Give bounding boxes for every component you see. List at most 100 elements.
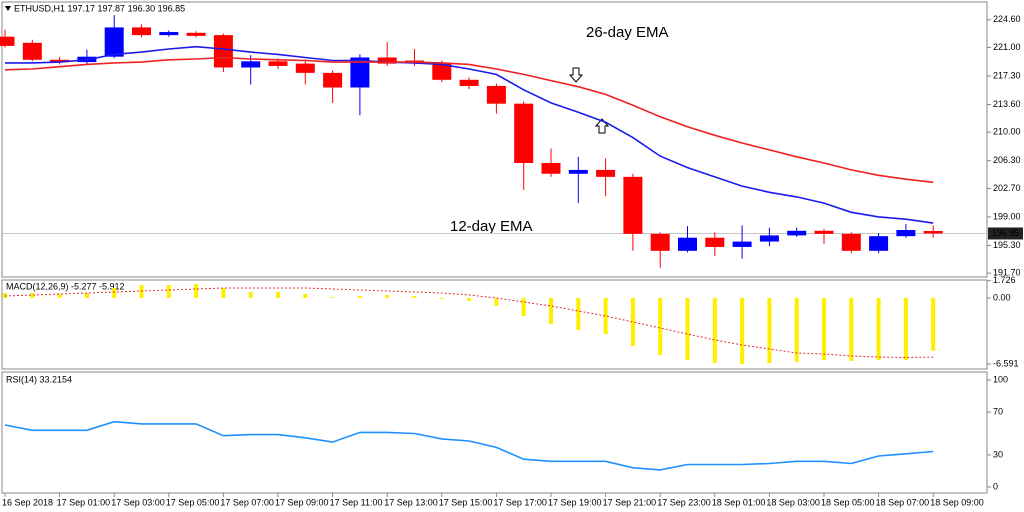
x-tick-label: 17 Sep 09:00 bbox=[275, 497, 329, 507]
candle-body bbox=[650, 233, 670, 251]
candle-body bbox=[295, 63, 315, 73]
y-tick-label: 70 bbox=[993, 406, 1003, 416]
x-tick-label: 17 Sep 21:00 bbox=[603, 497, 657, 507]
candle-body bbox=[814, 230, 834, 234]
macd-bar bbox=[276, 292, 280, 298]
candle-body bbox=[241, 61, 261, 68]
y-tick-label: 1.726 bbox=[993, 275, 1016, 285]
candle-body bbox=[596, 169, 616, 177]
candle-body bbox=[678, 237, 697, 251]
candle-body bbox=[459, 79, 479, 86]
candle-body bbox=[377, 57, 397, 64]
arrow-down bbox=[568, 67, 584, 83]
y-tick-label: 195.30 bbox=[993, 240, 1021, 250]
y-tick-label: 210.00 bbox=[993, 127, 1021, 137]
title-marker bbox=[5, 6, 11, 11]
macd-bar bbox=[439, 298, 444, 299]
macd-bar bbox=[822, 298, 826, 360]
x-tick-label: 18 Sep 05:00 bbox=[821, 497, 875, 507]
macd-bar bbox=[876, 298, 881, 360]
rsi-panel bbox=[1, 371, 988, 494]
y-tick-label: 202.70 bbox=[993, 183, 1021, 193]
macd-bar bbox=[576, 298, 581, 330]
macd-bar bbox=[794, 298, 799, 362]
macd-bar bbox=[685, 298, 690, 360]
x-tick-label: 17 Sep 23:00 bbox=[657, 497, 711, 507]
candle-body bbox=[186, 32, 206, 36]
macd-bar bbox=[549, 298, 553, 324]
signal-line bbox=[4, 287, 934, 359]
macd-bar bbox=[221, 288, 226, 298]
x-tick-label: 18 Sep 03:00 bbox=[766, 497, 820, 507]
annotation: 12-day EMA bbox=[450, 218, 533, 235]
candle-body bbox=[132, 27, 151, 36]
ema-line bbox=[5, 45, 934, 224]
x-tick-label: 17 Sep 15:00 bbox=[439, 497, 493, 507]
macd-bar bbox=[303, 294, 308, 298]
macd-bar bbox=[494, 298, 499, 306]
candle-body bbox=[350, 57, 370, 88]
candle-body bbox=[22, 42, 42, 60]
candle-body bbox=[159, 32, 179, 36]
candle-body bbox=[732, 241, 752, 247]
macd-bar bbox=[658, 298, 663, 355]
y-tick-label: 191.70 bbox=[993, 268, 1021, 278]
y-tick-label: 100 bbox=[993, 374, 1008, 384]
candle-body bbox=[841, 233, 861, 251]
candle-body bbox=[869, 236, 889, 251]
candle-body bbox=[787, 230, 807, 236]
candle-body bbox=[923, 231, 943, 234]
x-tick-label: 17 Sep 01:00 bbox=[57, 497, 111, 507]
macd-bar bbox=[330, 297, 335, 298]
macd-bar bbox=[412, 296, 417, 298]
x-tick-label: 17 Sep 03:00 bbox=[111, 497, 165, 507]
candle-body bbox=[0, 36, 15, 46]
macd-bar bbox=[112, 288, 117, 298]
macd-bar bbox=[30, 293, 35, 298]
candle-body bbox=[213, 35, 233, 68]
macd-panel bbox=[1, 279, 988, 370]
macd-bar bbox=[84, 293, 89, 298]
macd-bar bbox=[740, 298, 745, 364]
ema-line bbox=[4, 56, 934, 184]
y-tick-label: 0 bbox=[993, 481, 998, 491]
y-tick-label: 213.60 bbox=[993, 99, 1021, 109]
price-title: ETHUSD,H1 197.17 197.87 196.30 196.85 bbox=[14, 3, 185, 13]
candle-body bbox=[432, 62, 452, 80]
macd-bar bbox=[467, 298, 472, 301]
x-tick-label: 17 Sep 07:00 bbox=[220, 497, 274, 507]
candle-body bbox=[568, 169, 588, 174]
candle-body bbox=[541, 162, 561, 174]
y-tick-label: 221.00 bbox=[993, 42, 1021, 52]
y-tick-label: 0.00 bbox=[993, 292, 1011, 302]
macd-bar bbox=[166, 285, 171, 298]
macd-bar bbox=[521, 298, 526, 316]
x-tick-label: 17 Sep 17:00 bbox=[493, 497, 547, 507]
last-price-box bbox=[988, 227, 1023, 240]
annotation: 26-day EMA bbox=[586, 24, 669, 41]
macd-bar bbox=[630, 298, 635, 346]
y-tick-label: 199.00 bbox=[993, 211, 1021, 221]
macd-bar bbox=[903, 298, 908, 360]
candle-body bbox=[104, 27, 124, 57]
price-panel bbox=[1, 1, 988, 278]
x-tick-label: 18 Sep 01:00 bbox=[712, 497, 766, 507]
rsi-title: RSI(14) 33.2154 bbox=[6, 374, 72, 384]
x-tick-label: 17 Sep 05:00 bbox=[166, 497, 220, 507]
y-tick-label: 30 bbox=[993, 449, 1003, 459]
macd-bar bbox=[931, 298, 936, 351]
y-tick-label: 206.30 bbox=[993, 155, 1021, 165]
x-tick-label: 17 Sep 11:00 bbox=[330, 497, 383, 507]
candle-body bbox=[514, 103, 534, 163]
macd-bar bbox=[767, 298, 772, 363]
y-tick-label: 224.60 bbox=[993, 14, 1021, 24]
x-tick-label: 18 Sep 07:00 bbox=[876, 497, 930, 507]
x-tick-label: 17 Sep 13:00 bbox=[384, 497, 438, 507]
candle-body bbox=[486, 85, 506, 104]
macd-bar bbox=[357, 296, 362, 298]
candle-body bbox=[705, 237, 725, 247]
candle-body bbox=[268, 61, 288, 66]
macd-bar bbox=[603, 298, 608, 334]
y-tick-label: -6.591 bbox=[993, 358, 1019, 368]
